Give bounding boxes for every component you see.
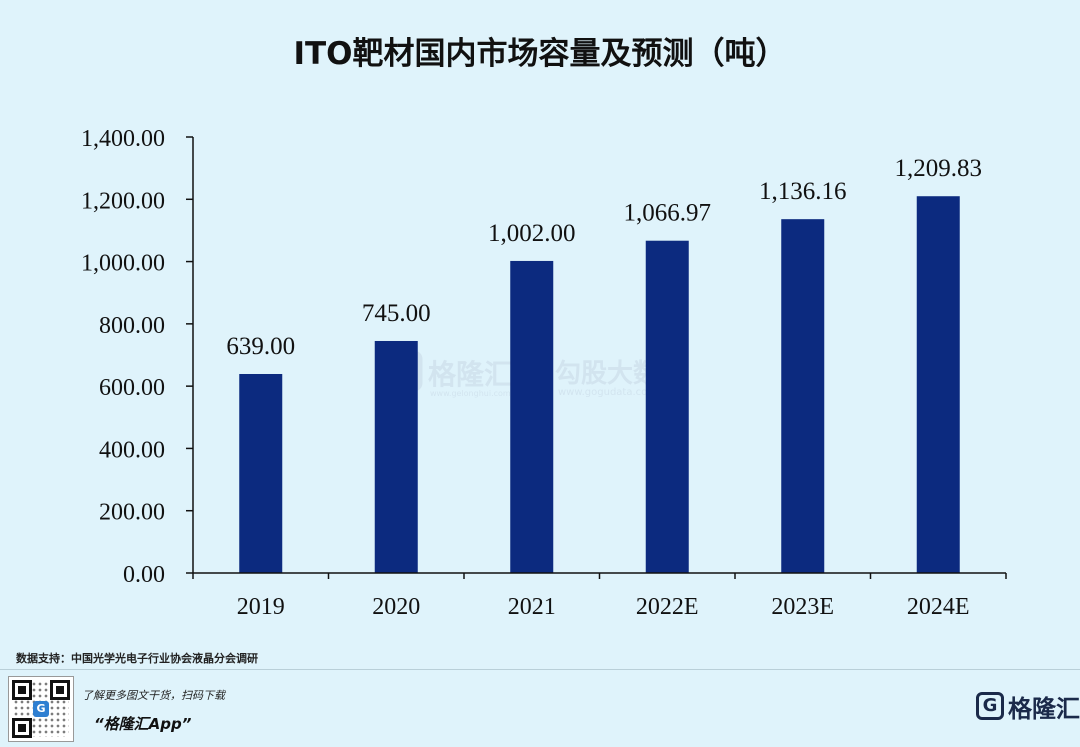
x-tick-label: 2023E xyxy=(771,594,834,620)
x-tick-label: 2021 xyxy=(508,594,556,620)
qr-code-icon: G xyxy=(8,676,74,742)
bar xyxy=(916,196,960,573)
bar xyxy=(374,340,418,573)
y-tick-label: 600.00 xyxy=(99,375,165,401)
y-tick-label: 400.00 xyxy=(99,437,165,463)
bar-value-label: 1,136.16 xyxy=(759,178,847,205)
x-tick-label: 2022E xyxy=(636,594,699,620)
bar-value-label: 1,066.97 xyxy=(624,200,712,227)
promo-line: 了解更多图文干货，扫码下载 xyxy=(82,689,225,702)
chart-title: ITO靶材国内市场容量及预测（吨） xyxy=(293,36,787,72)
y-tick-label: 1,000.00 xyxy=(81,251,165,277)
x-tick-label: 2020 xyxy=(372,594,420,620)
bar xyxy=(781,219,825,574)
brand-name: 格隆汇 xyxy=(1008,694,1080,723)
bar-value-label: 1,002.00 xyxy=(488,220,576,247)
watermark-left-url: www.gelonghui.com xyxy=(430,389,511,398)
bar-value-label: 639.00 xyxy=(226,333,295,360)
source-note: 数据支持：中国光学光电子行业协会液晶分会调研 xyxy=(16,652,258,665)
bar-value-label: 1,209.83 xyxy=(895,155,983,182)
bar xyxy=(510,260,554,573)
x-axis: 2019 2020 2021 2022E 2023E 2024E xyxy=(192,572,1007,620)
footer-divider xyxy=(0,669,1080,670)
watermark-right-url: www.gogudata.com xyxy=(558,387,657,398)
watermark-left-brand: 格隆汇 xyxy=(428,358,512,391)
y-axis: 0.00 200.00 400.00 600.00 800.00 1,000.00 1,20… xyxy=(81,126,194,588)
app-name: “格隆汇App” xyxy=(94,715,192,733)
y-tick-label: 1,200.00 xyxy=(81,188,165,214)
x-tick-label: 2019 xyxy=(237,594,285,620)
x-tick-label: 2024E xyxy=(907,594,970,620)
y-tick-label: 800.00 xyxy=(99,313,165,339)
y-tick-label: 200.00 xyxy=(99,500,165,526)
g-logo-icon: G xyxy=(976,692,1004,720)
brand-logo: G 格隆汇 xyxy=(976,690,1080,723)
y-tick-label: 0.00 xyxy=(123,562,165,588)
bar-value-label: 745.00 xyxy=(362,300,431,327)
y-tick-label: 1,400.00 xyxy=(81,126,165,152)
bar-series: 639.00 745.00 1,002.00 1,066.97 1,136.16 1,20… xyxy=(226,155,983,574)
qr-center-logo-icon: G xyxy=(33,701,49,717)
bar xyxy=(239,373,283,573)
bar-chart: 格隆汇 www.gelonghui.com 勾股大数据 www.gogudata… xyxy=(81,126,1007,620)
bar xyxy=(645,240,689,573)
